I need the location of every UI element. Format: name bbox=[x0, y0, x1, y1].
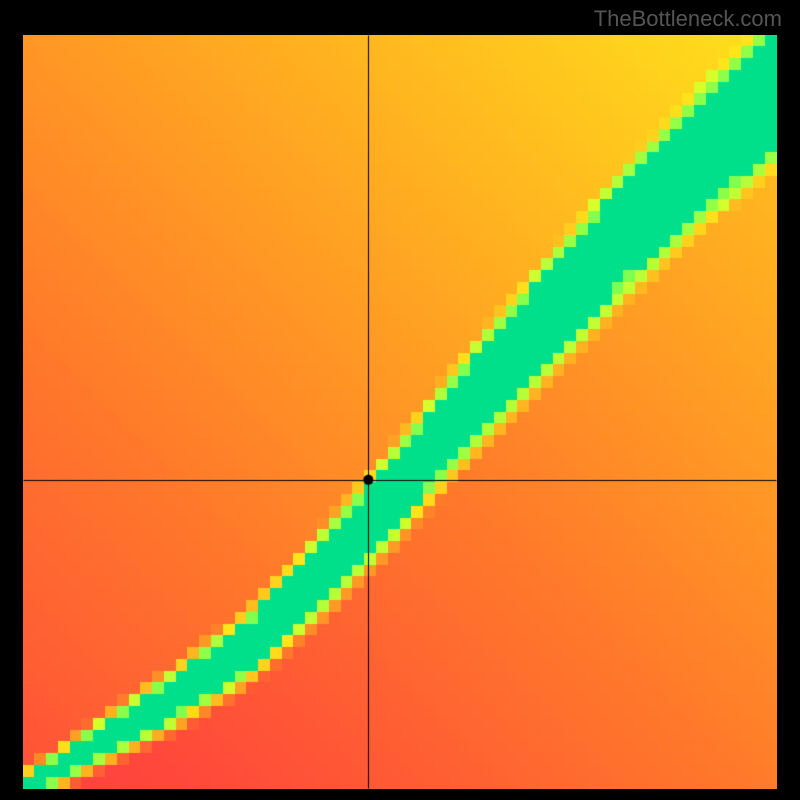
chart-container: TheBottleneck.com bbox=[0, 0, 800, 800]
watermark-text: TheBottleneck.com bbox=[594, 6, 782, 32]
bottleneck-heatmap bbox=[23, 35, 777, 789]
